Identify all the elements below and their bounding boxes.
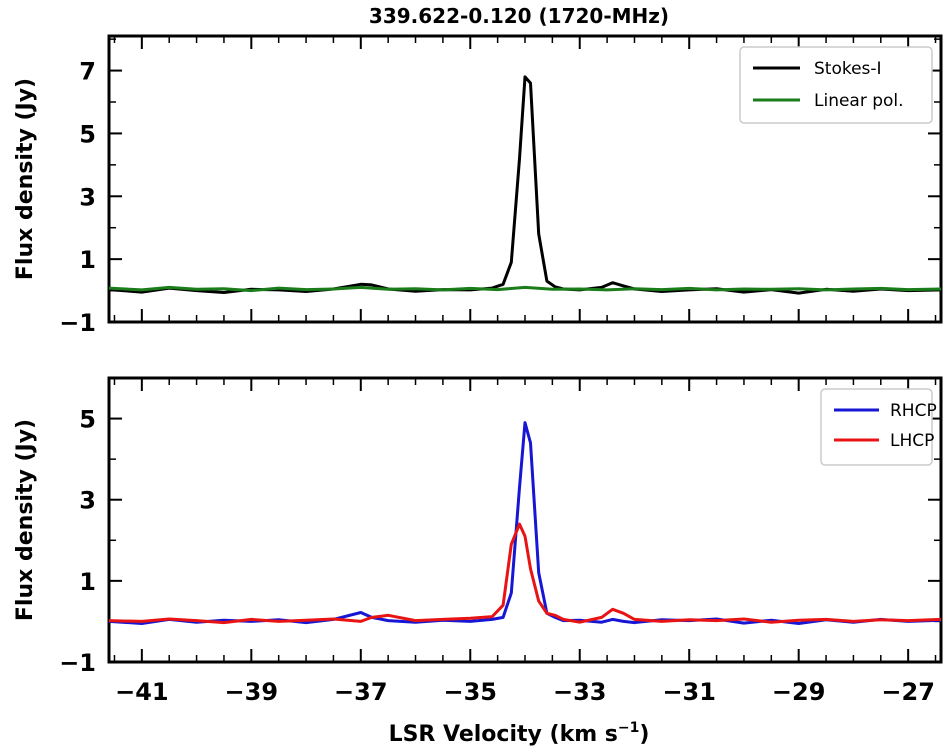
y-tick-label: −1 <box>59 309 96 337</box>
panel-bottom: −41 −39 −37 −35 −33 −31 −29 −27 −1 1 3 5 Flux densi… <box>13 376 943 706</box>
x-axis-label-close: ) <box>639 722 649 747</box>
y-tick-label: 1 <box>79 568 96 596</box>
y-tick-label: −1 <box>59 649 96 677</box>
y-axis-label-top: Flux density (Jy) <box>13 78 38 280</box>
series-line-linear-pol <box>108 285 942 293</box>
ticks-bottom: −41 −39 −37 −35 −33 −31 −29 −27 −1 1 3 5 <box>59 377 941 706</box>
panel-top: −1 1 3 5 7 Flux density (Jy) Stokes-I Linear… <box>13 34 943 337</box>
x-tick-label: −29 <box>772 678 826 706</box>
chart-title: 339.622-0.120 (1720-MHz) <box>369 4 669 28</box>
x-tick-label: −31 <box>662 678 716 706</box>
x-tick-label: −33 <box>553 678 607 706</box>
legend-label-lhcp: LHCP <box>890 431 934 451</box>
y-tick-label: 3 <box>79 183 96 211</box>
y-tick-label: 5 <box>79 120 96 148</box>
series-line-stokes-i <box>108 75 942 295</box>
legend-bottom: RHCP LHCP <box>820 388 937 466</box>
ticks-top: −1 1 3 5 7 <box>59 36 941 337</box>
legend-label-linear-pol: Linear pol. <box>814 91 904 111</box>
legend-box-bottom <box>820 388 933 466</box>
x-axis-label-exponent: −1 <box>618 720 639 736</box>
x-axis-label-main: LSR Velocity (km s <box>389 722 618 747</box>
y-tick-label: 1 <box>79 246 96 274</box>
x-axis-label: LSR Velocity (km s−1) <box>389 720 650 747</box>
series-lines-bottom <box>108 421 942 625</box>
legend-label-rhcp: RHCP <box>890 401 937 421</box>
x-tick-label: −35 <box>444 678 498 706</box>
legend-label-stokes-i: Stokes-I <box>814 59 882 79</box>
x-tick-label: −39 <box>225 678 279 706</box>
legend-top: Stokes-I Linear pol. <box>739 46 933 124</box>
series-line-rhcp <box>108 421 942 625</box>
y-tick-label: 3 <box>79 487 96 515</box>
x-tick-label: −37 <box>334 678 388 706</box>
legend-box-top <box>739 46 933 124</box>
x-tick-label: −27 <box>881 678 935 706</box>
series-line-lhcp <box>108 522 942 625</box>
y-tick-label: 5 <box>79 406 96 434</box>
y-axis-label-bottom: Flux density (Jy) <box>13 419 38 621</box>
series-lines-top <box>108 75 942 295</box>
x-tick-label: −41 <box>115 678 169 706</box>
y-tick-label: 7 <box>79 58 96 86</box>
